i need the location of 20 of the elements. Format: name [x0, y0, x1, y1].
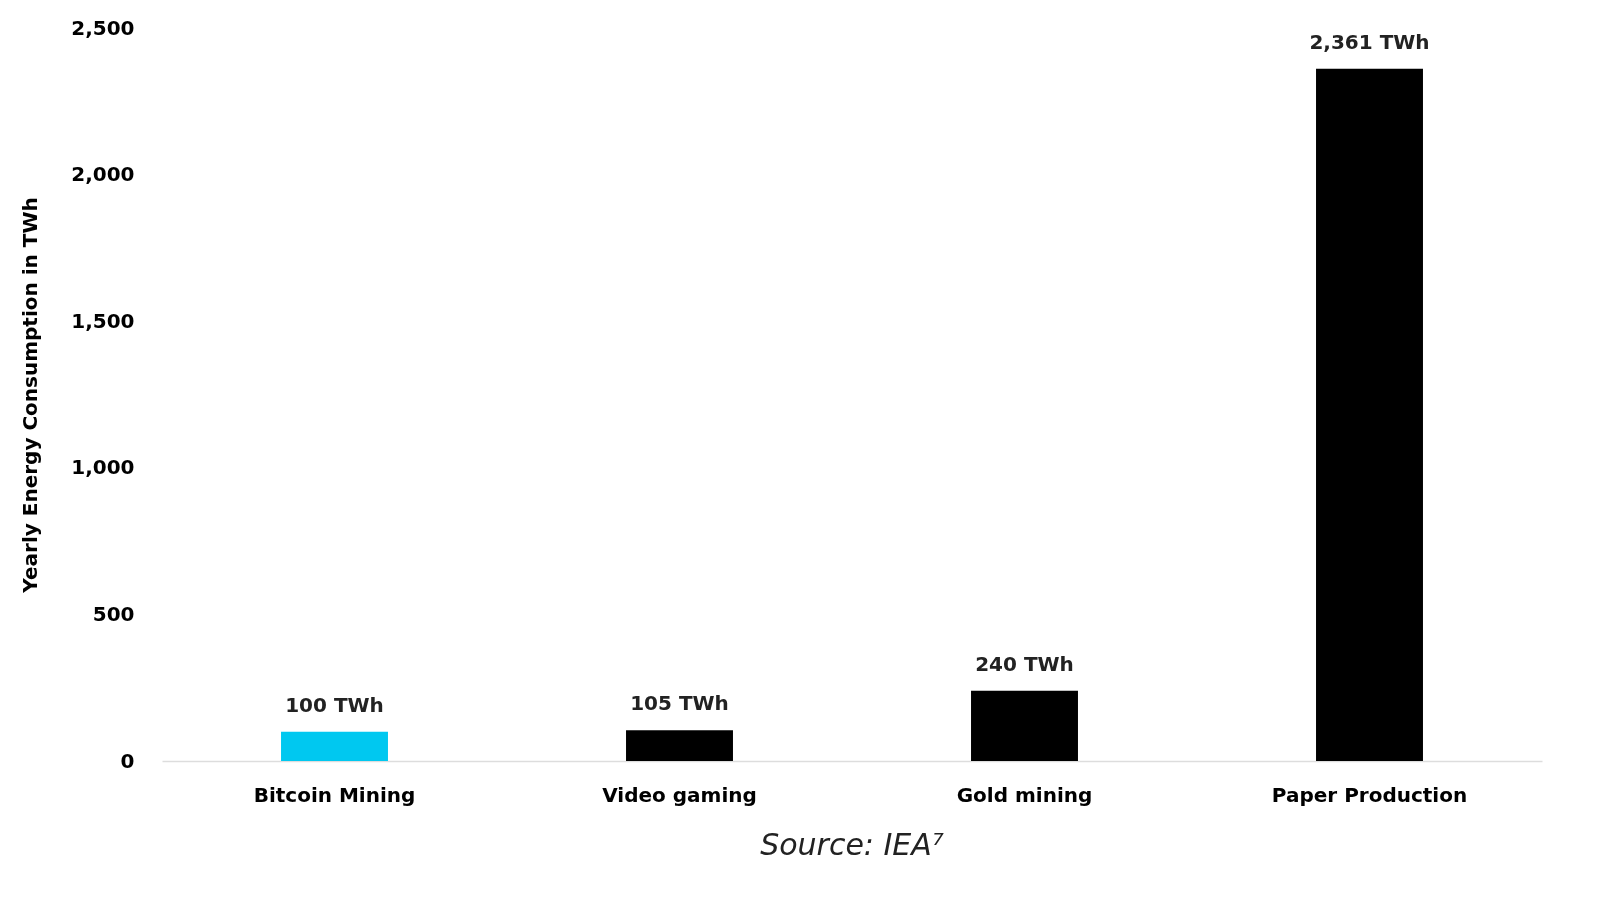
- bar: [281, 731, 388, 761]
- x-tick-label: Paper Production: [1271, 782, 1468, 807]
- bar: [971, 690, 1078, 761]
- data-label: 105 TWh: [630, 691, 729, 716]
- y-tick-label: 1,000: [71, 455, 135, 480]
- bar: [626, 730, 733, 761]
- y-tick-label: 1,500: [71, 308, 135, 333]
- x-tick-label: Bitcoin Mining: [253, 782, 416, 807]
- y-tick-label: 2,000: [71, 162, 135, 187]
- data-label: 2,361 TWh: [1309, 29, 1430, 54]
- y-axis-title: Yearly Energy Consumption in TWh: [18, 197, 43, 594]
- bar: [1316, 68, 1423, 761]
- y-tick-label: 2,500: [71, 15, 135, 40]
- y-tick-label: 0: [120, 748, 135, 773]
- source-note: Source: IEA⁷: [760, 827, 944, 862]
- data-label: 240 TWh: [975, 651, 1074, 676]
- y-tick-label: 500: [92, 601, 135, 626]
- data-label: 100 TWh: [285, 692, 384, 717]
- x-tick-label: Gold mining: [956, 782, 1093, 807]
- x-tick-label: Video gaming: [602, 782, 757, 807]
